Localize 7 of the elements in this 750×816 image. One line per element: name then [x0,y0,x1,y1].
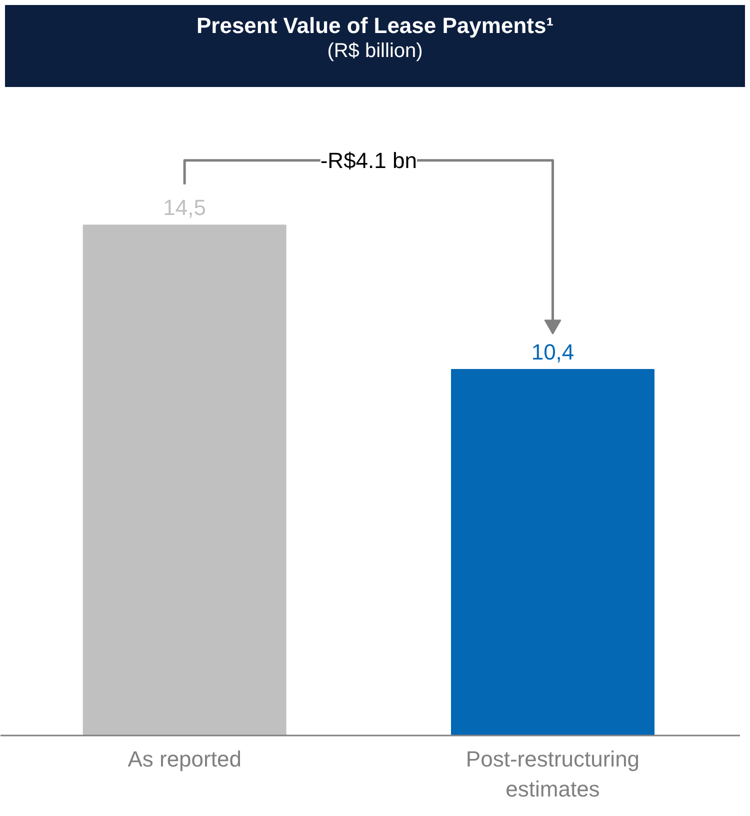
data-label: 10,4 [531,339,574,364]
chart-subtitle: (R$ billion) [326,39,424,64]
data-label: 14,5 [163,194,206,220]
chart-title: Present Value of Lease Payments¹ [196,13,554,40]
x-tick-label: As reported [128,746,242,772]
text: -R$4.1 bn [320,148,417,173]
x-tick-label: Post-restructuring estimates [466,746,640,802]
